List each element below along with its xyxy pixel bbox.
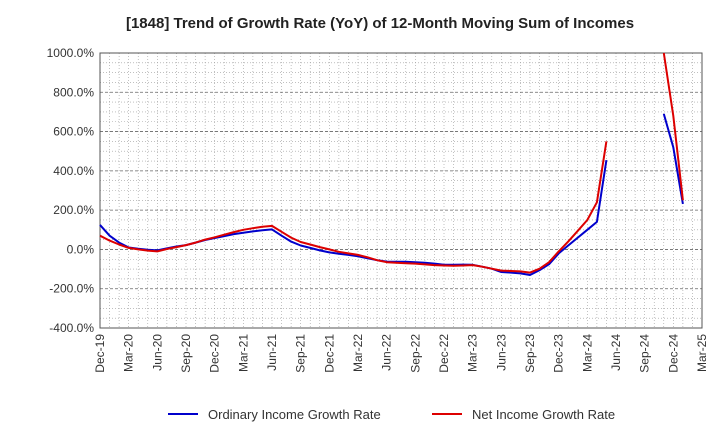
series-line <box>662 52 684 201</box>
legend: Ordinary Income Growth Rate Net Income Gr… <box>168 407 615 422</box>
chart-title: [1848] Trend of Growth Rate (YoY) of 12-… <box>126 15 634 32</box>
y-tick-label: 1000.0% <box>47 46 95 60</box>
axis-layer: 1000.0% 800.0% 600.0% 400.0% 200.0% 0.0% -200.… <box>47 46 709 373</box>
x-tick-label: Jun-22 <box>380 334 394 371</box>
y-tick-label: -200.0% <box>49 282 94 296</box>
y-tick-label: 600.0% <box>53 125 94 139</box>
x-tick-label: Sep-20 <box>179 334 193 373</box>
x-tick-label: Sep-24 <box>638 334 652 373</box>
x-tick-label: Dec-24 <box>666 334 680 373</box>
legend-label: Ordinary Income Growth Rate <box>208 407 381 422</box>
x-tick-label: Jun-24 <box>609 334 623 371</box>
x-tick-label: Jun-21 <box>265 334 279 371</box>
series-line <box>99 159 608 276</box>
x-tick-label: Sep-23 <box>523 334 537 373</box>
y-tick-label: 400.0% <box>53 164 94 178</box>
x-tick-label: Dec-21 <box>322 334 336 373</box>
x-tick-label: Mar-23 <box>466 334 480 372</box>
x-tick-label: Sep-21 <box>294 334 308 373</box>
x-tick-label: Mar-21 <box>236 334 250 372</box>
legend-label: Net Income Growth Rate <box>472 407 615 422</box>
x-tick-label: Dec-22 <box>437 334 451 373</box>
x-tick-label: Mar-20 <box>122 334 136 372</box>
x-tick-label: Dec-20 <box>208 334 222 373</box>
x-tick-label: Sep-22 <box>408 334 422 373</box>
x-tick-label: Jun-23 <box>494 334 508 371</box>
series-line <box>662 113 684 205</box>
x-tick-label: Dec-23 <box>552 334 566 373</box>
y-tick-label: -400.0% <box>49 321 94 335</box>
x-tick-label: Mar-22 <box>351 334 365 372</box>
grid-layer <box>99 52 703 329</box>
plot-frame <box>99 52 703 329</box>
y-tick-label: 0.0% <box>67 242 95 256</box>
y-tick-label: 200.0% <box>53 203 94 217</box>
x-tick-label: Dec-19 <box>93 334 107 373</box>
y-tick-label: 800.0% <box>53 85 94 99</box>
series-layer <box>99 52 684 276</box>
x-tick-label: Mar-25 <box>695 334 709 372</box>
x-tick-label: Mar-24 <box>580 334 594 372</box>
series-line <box>99 141 608 274</box>
x-tick-label: Jun-20 <box>150 334 164 371</box>
